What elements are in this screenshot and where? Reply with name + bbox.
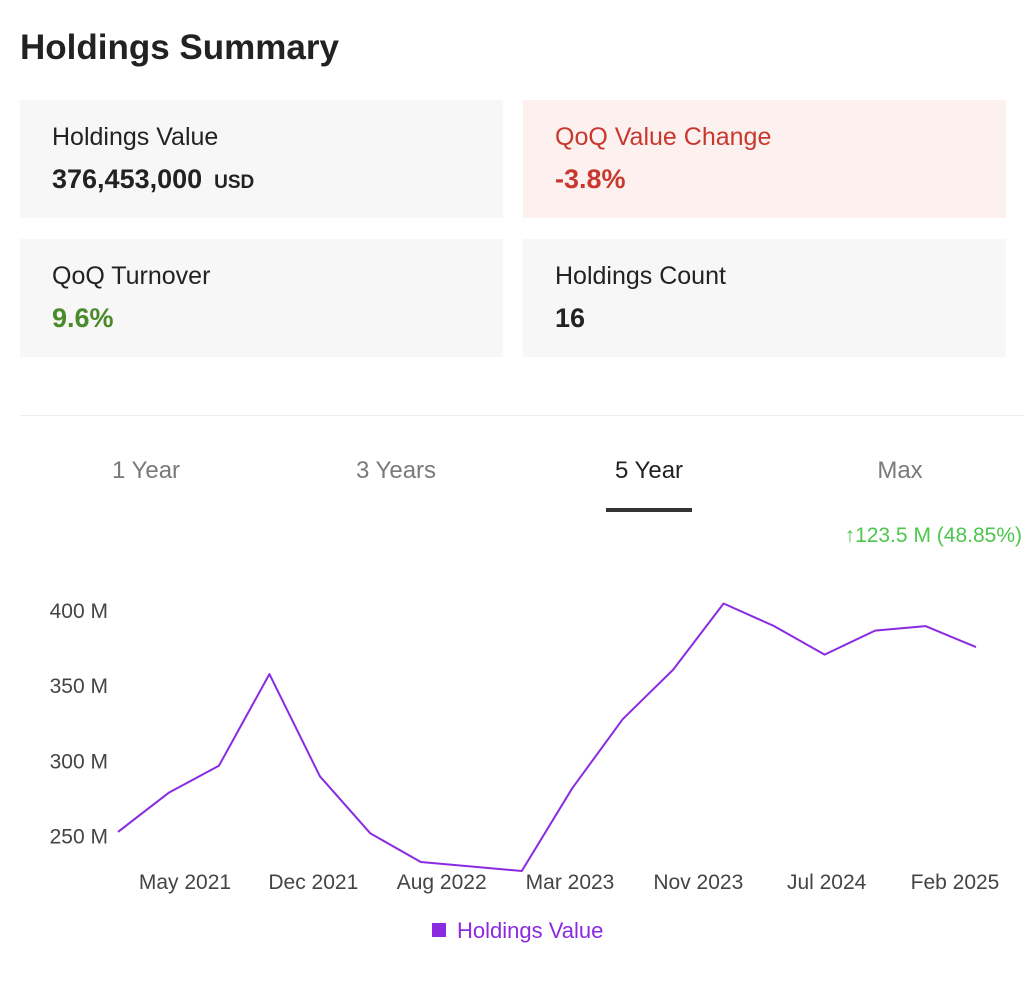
legend-swatch [432,923,446,937]
qoq-turnover-card: QoQ Turnover 9.6% [20,239,503,357]
tab-1-year[interactable]: 1 Year [111,457,181,484]
holdings-count-value: 16 [555,303,586,333]
period-change: ↑123.5 M (48.85%) [845,524,1022,548]
tab-max[interactable]: Max [877,457,923,484]
qoq-value-change-card: QoQ Value Change -3.8% [523,100,1006,218]
tab-5-year[interactable]: 5 Year [614,457,684,484]
x-tick-label: Jul 2024 [787,871,867,894]
legend-label: Holdings Value [457,918,604,943]
qoq-value-change-value: -3.8% [555,164,626,194]
holdings-count-card: Holdings Count 16 [523,239,1006,357]
holdings-value-label: Holdings Value [52,123,219,151]
x-tick-label: May 2021 [139,871,231,894]
tab-3-years[interactable]: 3 Years [355,457,437,484]
x-tick-label: Nov 2023 [653,871,743,894]
page-title: Holdings Summary [20,28,339,67]
holdings-value-card: Holdings Value 376,453,000 USD [20,100,503,218]
y-axis: 250 M 300 M 350 M 400 M [50,600,108,848]
y-tick-label: 400 M [50,600,108,623]
period-change-text: 123.5 M (48.85%) [855,524,1022,547]
holdings-value-amount: 376,453,000 USD [52,162,503,200]
holdings-value-number: 376,453,000 [52,164,203,194]
y-tick-label: 350 M [50,675,108,698]
holdings-count-label: Holdings Count [555,262,726,290]
y-tick-label: 250 M [50,825,108,848]
x-tick-label: Mar 2023 [526,871,615,894]
x-tick-label: Aug 2022 [397,871,487,894]
active-tab-indicator [606,508,692,512]
x-tick-label: Dec 2021 [268,871,358,894]
x-tick-label: Feb 2025 [911,871,1000,894]
section-divider [20,415,1024,416]
holdings-value-line [117,602,977,872]
qoq-turnover-value: 9.6% [52,303,114,333]
x-axis: May 2021 Dec 2021 Aug 2022 Mar 2023 Nov 2023… [139,871,999,894]
arrow-up-icon: ↑ [844,524,856,547]
qoq-turnover-label: QoQ Turnover [52,262,211,290]
y-tick-label: 300 M [50,750,108,773]
legend-holdings-value[interactable]: Holdings Value [432,918,603,944]
qoq-value-change-label: QoQ Value Change [555,123,772,151]
holdings-value-unit: USD [214,172,255,193]
